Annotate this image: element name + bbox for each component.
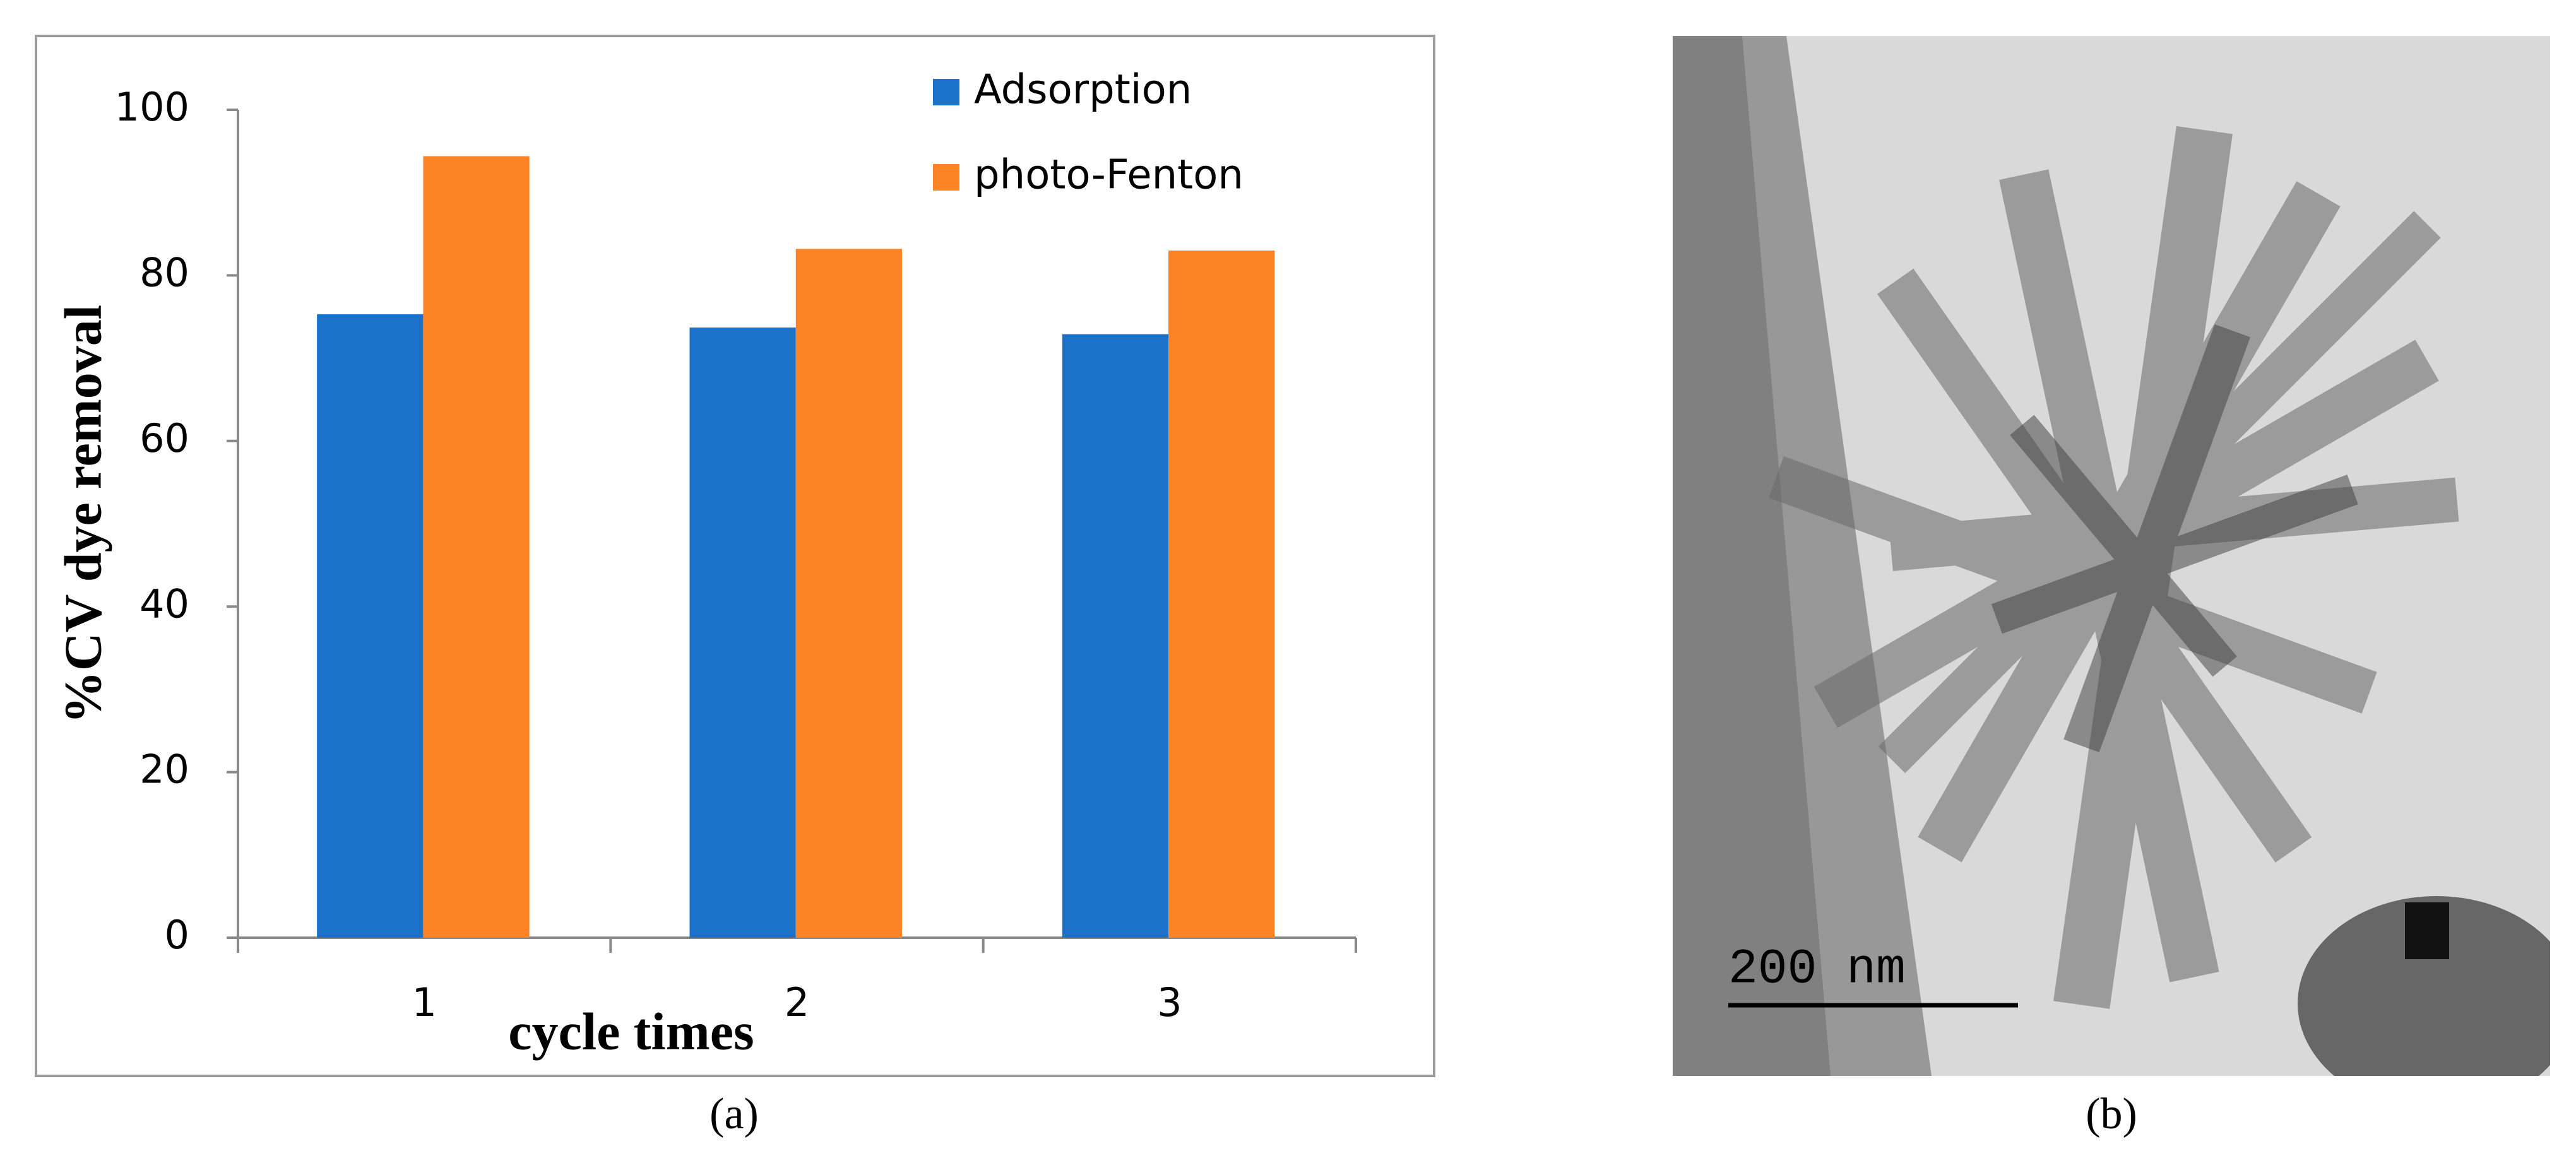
rod (1673, 36, 1831, 1076)
panel-label: (a) (709, 1090, 759, 1138)
particle (2298, 896, 2550, 1076)
legend-swatch (933, 164, 959, 191)
y-tick-label: 100 (115, 84, 189, 130)
bar (795, 249, 902, 938)
particle-core (2405, 902, 2449, 959)
y-tick-label: 0 (165, 912, 189, 958)
x-tick-label: 2 (785, 979, 809, 1025)
bar (689, 328, 796, 938)
x-tick-label: 3 (1157, 979, 1182, 1025)
legend-swatch (933, 79, 959, 105)
bar (423, 156, 530, 938)
legend-label: Adsorption (974, 67, 1192, 114)
y-axis-title: %CV dye removal (54, 305, 112, 724)
rod-core (1991, 324, 2358, 753)
bar (1062, 334, 1169, 938)
legend-label: photo-Fenton (974, 152, 1243, 199)
y-tick-label: 20 (139, 747, 189, 793)
x-axis-title: cycle times (508, 1002, 754, 1061)
y-tick-label: 40 (139, 581, 189, 627)
bar (1168, 251, 1275, 938)
micrograph: 200 nm (1673, 36, 2550, 1076)
panel-label: (b) (2086, 1090, 2137, 1138)
y-tick-label: 60 (139, 415, 189, 461)
bar (317, 314, 424, 938)
x-tick-label: 1 (412, 979, 436, 1025)
y-tick-label: 80 (139, 249, 189, 295)
scale-label: 200 nm (1728, 942, 1906, 998)
